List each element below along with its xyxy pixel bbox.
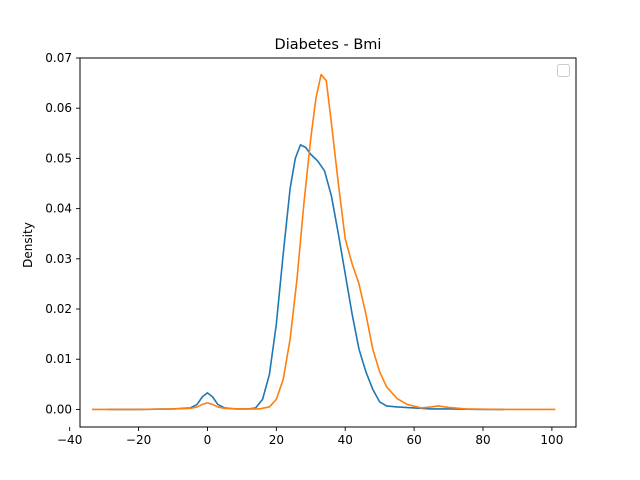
y-tick-label: 0.07 (45, 51, 72, 65)
x-tick-label: 20 (269, 433, 284, 447)
y-tick-label: 0.01 (45, 352, 72, 366)
y-tick-label: 0.02 (45, 302, 72, 316)
x-tick-label: 40 (338, 433, 353, 447)
x-axis: −40 −20 0 20 40 60 80 100 (57, 427, 563, 447)
y-axis: 0.00 0.01 0.02 0.03 0.04 0.05 0.06 0.07 (45, 51, 80, 416)
series-group (92, 73, 556, 411)
y-axis-label: Density (21, 222, 35, 268)
series-line-2 (92, 73, 556, 411)
x-tick-label: 60 (406, 433, 421, 447)
y-tick-label: 0.03 (45, 252, 72, 266)
y-tick-label: 0.05 (45, 151, 72, 165)
x-tick-label: −40 (57, 433, 82, 447)
series-line-1 (107, 144, 504, 411)
y-tick-label: 0.00 (45, 402, 72, 416)
x-tick-label: 80 (475, 433, 490, 447)
y-tick-label: 0.06 (45, 101, 72, 115)
chart-title: Diabetes - Bmi (275, 37, 382, 53)
x-tick-label: 0 (204, 433, 212, 447)
legend-box (557, 64, 570, 77)
x-tick-label: 100 (540, 433, 563, 447)
x-tick-label: −20 (126, 433, 151, 447)
y-tick-label: 0.04 (45, 202, 72, 216)
plot-area-frame (79, 57, 577, 428)
